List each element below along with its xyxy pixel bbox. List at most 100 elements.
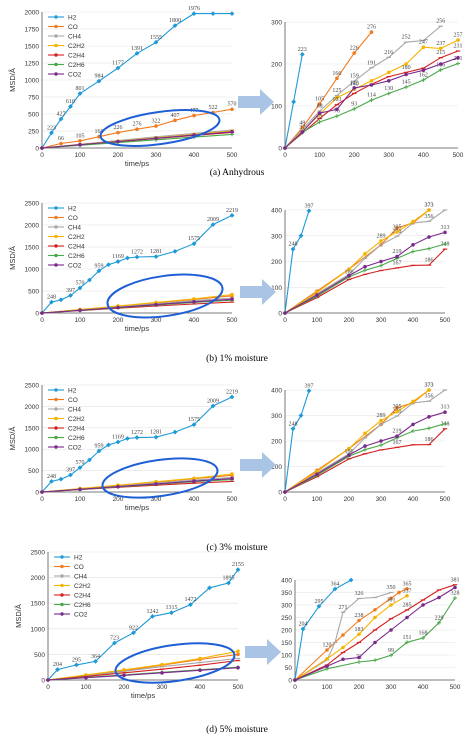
data-point-h2 <box>153 434 159 440</box>
data-label: 223 <box>47 125 56 131</box>
y-tick-label: 200 <box>271 62 282 69</box>
data-label: 959 <box>95 443 104 449</box>
caption-c: (c) 3% moisture <box>206 543 268 553</box>
data-point-co <box>78 139 82 143</box>
data-label: 204 <box>53 662 62 668</box>
data-point-h2 <box>229 212 235 218</box>
data-point-c2h6 <box>421 77 426 82</box>
legend-marker-co2 <box>54 72 58 76</box>
data-point-co <box>395 226 399 230</box>
x-tick-label: 300 <box>151 317 162 324</box>
highlight-ellipse <box>99 109 221 147</box>
data-point-co2 <box>293 678 297 682</box>
data-label: 397 <box>305 383 314 389</box>
data-label: 570 <box>76 460 85 466</box>
data-point-c2h6 <box>437 620 441 625</box>
y-tick-label: 1000 <box>31 626 46 633</box>
x-tick-label: 200 <box>349 152 360 159</box>
data-label: 37 <box>299 125 305 131</box>
data-label: 186 <box>425 437 434 443</box>
legend-label-c2h6: C2H6 <box>74 602 91 609</box>
y-tick-label: 100 <box>271 104 282 111</box>
data-point-c2h2 <box>192 297 196 301</box>
data-point-co2 <box>116 139 120 144</box>
series-line-co2 <box>284 57 459 149</box>
x-tick-label: 400 <box>418 152 429 159</box>
x-tick-label: 0 <box>293 684 297 691</box>
data-label: 223 <box>298 47 307 53</box>
data-label: 373 <box>425 383 434 389</box>
legend-marker-co2 <box>54 445 58 449</box>
data-point-h2 <box>58 116 64 122</box>
legend-marker-ch4 <box>60 574 64 578</box>
data-label: 168 <box>419 631 428 637</box>
data-point-co2 <box>78 142 82 147</box>
data-point-co2 <box>335 107 339 112</box>
data-point-c2h2 <box>427 208 431 212</box>
data-point-c2h2 <box>198 656 202 661</box>
series-line-co2 <box>294 587 456 681</box>
data-label: 252 <box>402 35 411 41</box>
y-tick-label: 1000 <box>25 447 40 454</box>
data-point-co2 <box>40 146 44 150</box>
data-label: 1575 <box>188 417 200 423</box>
data-point-h2 <box>169 610 174 616</box>
series-line-co <box>284 31 372 149</box>
y-tick-label: 0 <box>278 146 282 153</box>
legend-label-ch4: CH4 <box>74 574 87 581</box>
x-tick-label: 300 <box>376 317 387 324</box>
legend-marker-co2 <box>54 263 58 267</box>
data-point-h2 <box>172 23 178 28</box>
data-point-co2 <box>230 476 234 481</box>
data-point-h2 <box>68 293 73 298</box>
data-point-c2h2 <box>325 656 329 661</box>
data-point-h2 <box>131 630 136 636</box>
data-label: 1272 <box>131 430 143 436</box>
x-tick-label: 100 <box>312 317 323 324</box>
data-point-c2h6 <box>404 85 409 90</box>
y-tick-label: 0 <box>35 311 39 318</box>
data-label: 48 <box>299 120 305 126</box>
x-tick-label: 0 <box>40 152 44 159</box>
data-label: 151 <box>403 635 412 641</box>
data-point-co2 <box>363 444 367 448</box>
panel-b-main-chart: 0 500 1000 1500 2000 2500 0 100 200 300 400 500 time… <box>8 201 238 334</box>
caption-a: (a) Anhydrous <box>209 168 265 178</box>
data-label: 922 <box>129 625 138 631</box>
data-point-h2 <box>74 662 79 668</box>
x-tick-label: 400 <box>189 496 200 503</box>
y-tick-label: 300 <box>281 603 292 610</box>
legend-label-co: CO <box>68 24 78 31</box>
legend-label-c2h4: C2H4 <box>68 426 85 433</box>
legend-marker-c2h6 <box>54 62 58 67</box>
panel-b-zoom-chart: 0100200300400010020030040050024839737329… <box>271 203 451 325</box>
data-label: 2009 <box>207 217 219 223</box>
data-point-h2 <box>298 413 304 418</box>
data-point-h2 <box>332 586 338 592</box>
data-label: 305 <box>393 404 402 410</box>
legend-marker-h2 <box>54 206 58 210</box>
x-tick-label: 200 <box>354 684 365 691</box>
data-point-co2 <box>411 242 415 247</box>
y-axis-label: MSD/Å <box>8 427 17 451</box>
data-point-c2h2 <box>230 292 234 297</box>
data-label: 257 <box>454 33 463 39</box>
data-point-c2h2 <box>160 662 164 667</box>
highlight-ellipse <box>106 273 224 319</box>
data-point-co2 <box>315 293 319 297</box>
series-line-h2 <box>41 214 233 314</box>
data-label: 186 <box>425 258 434 264</box>
x-tick-label: 0 <box>283 496 287 503</box>
y-tick-label: 1250 <box>25 61 40 68</box>
data-point-co2 <box>192 479 196 483</box>
y-tick-label: 1500 <box>25 44 40 51</box>
legend-label-c2h4: C2H4 <box>68 53 85 60</box>
y-tick-label: 400 <box>281 578 292 585</box>
series-line-c2h2 <box>284 39 459 149</box>
data-label: 1555 <box>150 35 162 41</box>
x-axis-label: time/ps <box>125 324 149 333</box>
legend-label-co: CO <box>68 215 78 222</box>
data-point-co2 <box>116 484 120 489</box>
y-tick-label: 500 <box>28 112 39 119</box>
x-tick-label: 100 <box>322 684 333 691</box>
